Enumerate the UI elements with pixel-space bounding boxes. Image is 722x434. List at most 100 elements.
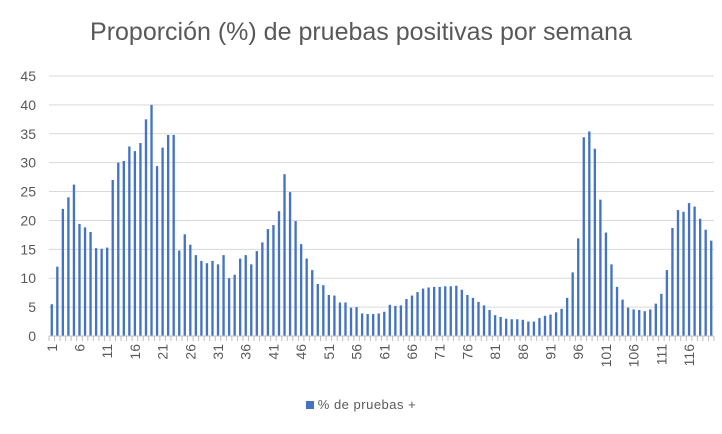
bar <box>499 316 502 336</box>
bar <box>671 227 674 336</box>
bar <box>543 315 547 336</box>
bar <box>139 143 142 336</box>
bar <box>305 258 308 336</box>
bar <box>615 286 619 336</box>
bar <box>333 295 336 336</box>
bar <box>482 305 486 336</box>
x-tick-label: 96 <box>570 344 586 360</box>
y-tick-label: 0 <box>28 328 36 344</box>
bar <box>676 210 680 336</box>
bar <box>311 270 314 336</box>
bar <box>649 309 652 336</box>
bar <box>261 242 264 336</box>
bar <box>56 266 59 336</box>
bar <box>377 313 380 336</box>
x-tick-label: 106 <box>626 344 642 368</box>
bar <box>227 278 231 336</box>
x-tick-label: 56 <box>349 344 365 360</box>
bar <box>288 192 292 336</box>
x-tick-label: 46 <box>293 344 309 360</box>
x-tick-label: 11 <box>99 344 115 359</box>
bar <box>621 299 624 336</box>
bar <box>327 294 331 336</box>
x-tick-label: 41 <box>265 344 281 360</box>
legend-label: % de pruebas + <box>317 397 417 413</box>
x-tick-label: 101 <box>598 344 614 368</box>
x-tick-label: 81 <box>487 344 503 360</box>
y-tick-label: 25 <box>20 184 36 200</box>
x-tick-label: 26 <box>182 344 198 360</box>
legend-swatch <box>305 400 314 409</box>
bar <box>560 308 563 336</box>
bar <box>360 313 364 336</box>
bar <box>283 174 286 336</box>
bar <box>349 307 353 336</box>
bar <box>150 104 153 336</box>
bar <box>338 302 342 336</box>
bar <box>693 206 696 336</box>
bar <box>89 232 92 336</box>
bar <box>161 147 164 336</box>
bar <box>438 286 441 336</box>
bar <box>67 197 70 336</box>
x-tick-label: 71 <box>432 344 448 360</box>
bar <box>194 255 198 336</box>
bar <box>344 302 347 336</box>
x-tick-label: 6 <box>71 344 87 352</box>
bar <box>394 305 397 336</box>
bar <box>205 263 209 336</box>
bar <box>549 314 552 336</box>
chart-title: Proporción (%) de pruebas positivas por … <box>90 18 632 46</box>
x-tick-label: 111 <box>653 344 669 365</box>
bar <box>244 255 247 336</box>
bar <box>510 319 513 336</box>
bar <box>178 250 181 336</box>
y-tick-label: 30 <box>20 155 36 171</box>
x-tick-label: 91 <box>543 344 559 360</box>
x-tick-label: 36 <box>238 344 254 360</box>
bar <box>477 301 480 336</box>
bar <box>144 119 148 336</box>
bar <box>222 255 225 336</box>
bar <box>710 240 713 336</box>
y-tick-label: 5 <box>28 299 36 315</box>
bar <box>239 258 242 336</box>
bar <box>571 272 574 336</box>
y-tick-label: 20 <box>20 212 36 228</box>
bar <box>50 304 53 336</box>
y-tick-label: 10 <box>20 270 36 286</box>
bar <box>527 321 530 336</box>
x-tick-label: 1 <box>44 344 60 352</box>
bar <box>94 248 98 336</box>
bar <box>155 166 159 336</box>
bar <box>166 134 170 336</box>
bar <box>704 229 707 336</box>
bar <box>72 184 76 336</box>
bar <box>322 285 325 336</box>
bar <box>316 284 319 336</box>
bar <box>444 286 447 336</box>
bar <box>355 307 358 336</box>
bar <box>122 160 125 336</box>
bar <box>582 137 585 336</box>
bar <box>183 234 186 336</box>
y-tick-label: 40 <box>20 97 36 113</box>
bar <box>554 312 558 336</box>
bar <box>654 303 657 336</box>
bar <box>521 319 524 336</box>
bar <box>216 264 220 336</box>
x-axis <box>48 335 715 341</box>
bar <box>516 319 519 336</box>
bar <box>665 270 669 336</box>
bar <box>698 218 702 336</box>
bar <box>294 221 297 336</box>
bar <box>277 211 281 336</box>
bar <box>432 286 436 336</box>
y-tick-label: 45 <box>20 68 36 84</box>
bar <box>250 264 253 336</box>
bar <box>610 264 613 336</box>
bar <box>421 288 425 336</box>
bar <box>593 148 597 336</box>
